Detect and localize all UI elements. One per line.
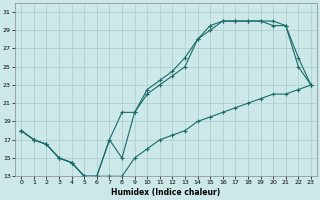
X-axis label: Humidex (Indice chaleur): Humidex (Indice chaleur) — [111, 188, 221, 197]
